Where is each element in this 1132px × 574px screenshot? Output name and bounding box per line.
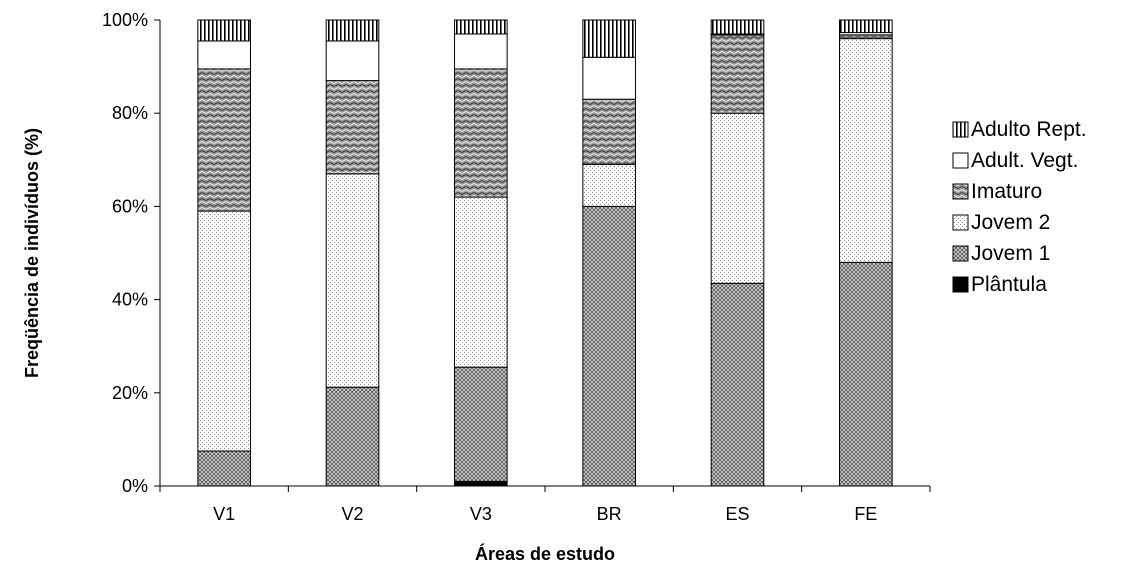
bar-segment-es-5 xyxy=(710,19,765,35)
bars xyxy=(197,19,893,487)
bar-segment-v2-3 xyxy=(325,80,380,175)
bar-segment-fe-5 xyxy=(839,19,893,34)
y-tick-label: 80% xyxy=(112,103,148,123)
bar-segment-es-2 xyxy=(710,112,765,284)
bar-segment-v2-5 xyxy=(325,19,380,42)
bar-segment-v3-3 xyxy=(454,68,508,198)
legend-label: Adulto Rept. xyxy=(971,118,1087,141)
y-tick-label: 60% xyxy=(112,196,148,216)
bar-segment-v2-2 xyxy=(325,173,380,388)
bar-segment-fe-3 xyxy=(839,34,893,40)
y-axis-ticks: 0% 20% 40% 60% 80% 100% xyxy=(102,10,160,496)
x-tick-label: V3 xyxy=(470,504,492,524)
legend-label: Jovem 2 xyxy=(971,211,1050,234)
x-tick-label: ES xyxy=(725,504,749,524)
legend-swatch xyxy=(952,214,969,231)
bar-segment-es-3 xyxy=(710,34,765,114)
legend-swatch xyxy=(952,121,969,138)
y-tick-label: 0% xyxy=(122,476,148,496)
y-tick-label: 100% xyxy=(102,10,148,30)
bar-segment-br-2 xyxy=(582,163,636,207)
bar-segment-es-1 xyxy=(710,282,765,487)
x-tick-label: V1 xyxy=(213,504,235,524)
x-tick-label: FE xyxy=(854,504,877,524)
axes xyxy=(159,20,930,487)
bar-segment-br-3 xyxy=(582,98,636,165)
bar-segment-br-1 xyxy=(582,205,636,487)
y-tick-label: 20% xyxy=(112,383,148,403)
legend: Adulto Rept. Adult. Vegt. Imaturo Jovem 2 Jo… xyxy=(952,118,1087,296)
bar-segment-br-4 xyxy=(582,56,636,100)
legend-swatch xyxy=(952,183,969,200)
bar-segment-br-5 xyxy=(582,19,636,58)
x-tick-label: V2 xyxy=(341,504,363,524)
legend-swatch xyxy=(952,276,969,293)
x-axis-title: Áreas de estudo xyxy=(475,543,615,564)
bar-segment-v3-1 xyxy=(454,366,508,482)
bar-segment-v1-4 xyxy=(197,40,251,70)
bar-segment-v1-2 xyxy=(197,210,251,452)
bar-segment-v3-4 xyxy=(454,33,508,70)
legend-label: Jovem 1 xyxy=(971,242,1050,265)
legend-label: Imaturo xyxy=(971,180,1042,203)
bar-segment-v2-4 xyxy=(325,40,380,82)
y-axis-title: Freqüência de indivíduos (%) xyxy=(22,128,42,378)
bar-segment-v3-5 xyxy=(454,19,508,35)
x-axis-ticks: V1 V2 V3 BR ES FE xyxy=(159,486,931,524)
legend-swatch xyxy=(952,245,969,262)
legend-swatch xyxy=(952,152,969,169)
bar-segment-v2-1 xyxy=(325,386,380,487)
bar-segment-v3-0 xyxy=(454,480,508,487)
legend-label: Plântula xyxy=(971,273,1047,296)
bar-segment-v1-1 xyxy=(197,450,251,487)
y-tick-label: 40% xyxy=(112,290,148,310)
legend-label: Adult. Vegt. xyxy=(971,149,1078,172)
bar-segment-v3-2 xyxy=(454,196,508,368)
bar-segment-v1-5 xyxy=(197,19,251,42)
bar-segment-fe-2 xyxy=(839,38,893,263)
bar-segment-fe-1 xyxy=(839,261,893,487)
x-tick-label: BR xyxy=(597,504,622,524)
bar-segment-v1-3 xyxy=(197,68,251,212)
